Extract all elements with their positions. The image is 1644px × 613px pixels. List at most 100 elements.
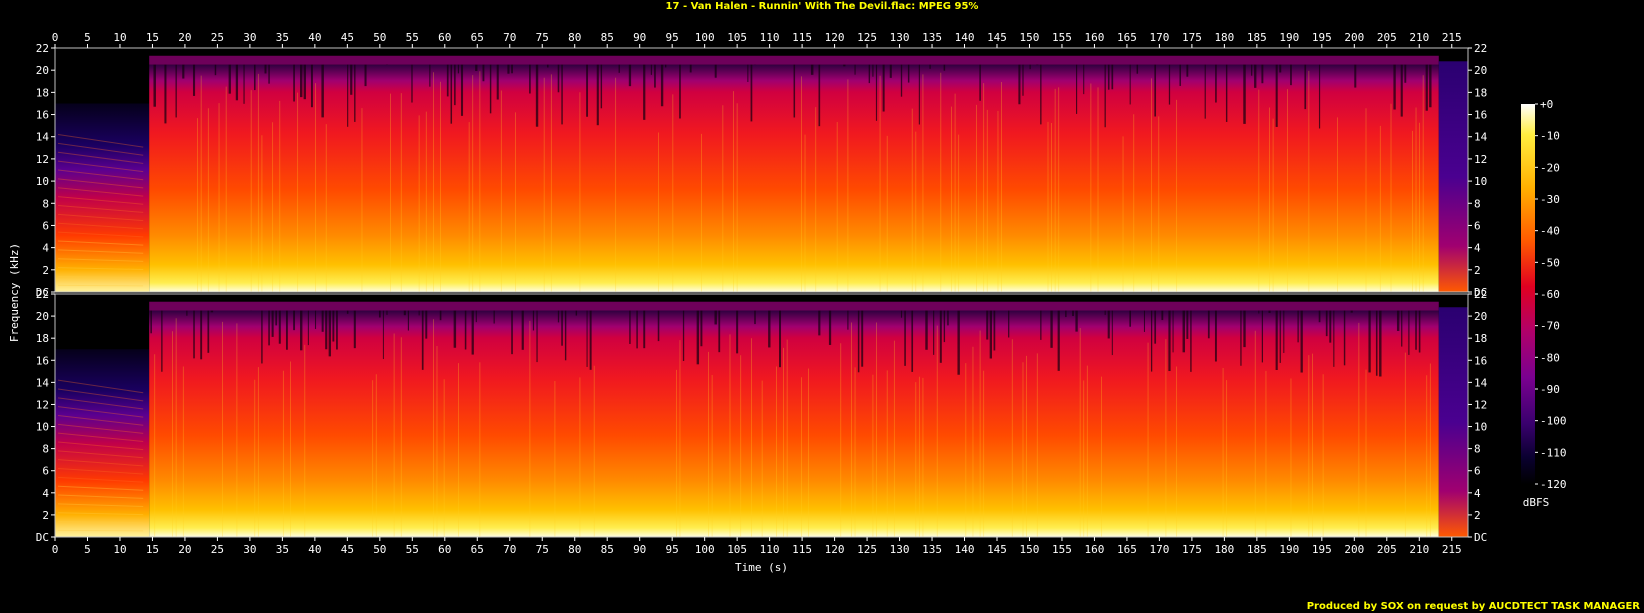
intro-harmonic [57,142,144,156]
intro-harmonic [57,494,144,499]
intro-harmonic [57,134,144,148]
x-tick-label-top: 205 [1377,31,1397,44]
intro-harmonic [57,441,144,451]
spectral-texture [153,64,1432,292]
x-tick-label-top: 10 [113,31,126,44]
intro-harmonic [57,423,144,434]
x-tick-label-top: 45 [341,31,354,44]
x-tick-label-bottom: 155 [1052,543,1072,556]
fadeout-segment [1438,307,1468,537]
x-tick-label-top: 115 [792,31,812,44]
x-tick-label-bottom: 190 [1279,543,1299,556]
y-tick-label-left: 12 [36,398,49,411]
x-tick-label-top: 55 [406,31,419,44]
x-tick-label-bottom: 0 [52,543,59,556]
x-tick-label-bottom: 135 [922,543,942,556]
intro-segment [55,103,150,292]
y-tick-label-left: 10 [36,421,49,434]
x-tick-label-top: 85 [601,31,614,44]
x-tick-label-bottom: 30 [243,543,256,556]
y-tick-label-right: DC [1474,286,1487,299]
y-tick-label-right: 6 [1474,219,1481,232]
x-tick-label-top: 110 [760,31,780,44]
channel-frame [54,293,1469,538]
y-tick-label-right: 4 [1474,242,1481,255]
y-tick-label-left: 22 [36,42,49,55]
colorbar-tick-label: -50 [1540,256,1560,269]
y-tick-label-left: 16 [36,109,49,122]
y-tick-label-left: 14 [36,131,50,144]
intro-harmonic [57,222,144,230]
intro-harmonic [57,459,144,467]
intro-harmonic [57,258,144,262]
colorbar-tick-label: -40 [1540,225,1560,238]
spectrogram-channel-2 [54,293,1469,538]
x-tick-label-bottom: 110 [760,543,780,556]
x-tick-label-bottom: 180 [1214,543,1234,556]
chart-title: 17 - Van Halen - Runnin' With The Devil.… [665,1,979,12]
intro-harmonic [57,160,144,173]
y-tick-label-right: 2 [1474,264,1481,277]
x-tick-label-top: 50 [373,31,386,44]
x-tick-label-bottom: 45 [341,543,354,556]
x-tick-label-bottom: 215 [1442,543,1462,556]
intro-harmonic [57,213,144,222]
intro-harmonic [57,240,144,246]
y-tick-label-left: 12 [36,153,49,166]
x-tick-label-bottom: 65 [471,543,484,556]
intro-harmonic [57,397,144,410]
y-tick-label-right: 14 [1474,376,1488,389]
x-tick-label-bottom: 115 [792,543,812,556]
x-tick-label-bottom: 35 [276,543,289,556]
x-tick-label-bottom: 160 [1085,543,1105,556]
x-tick-label-top: 150 [1020,31,1040,44]
colorbar [1521,104,1535,484]
y-tick-label-right: 12 [1474,398,1487,411]
colorbar-tick-label: -70 [1540,320,1560,333]
y-tick-label-right: 6 [1474,465,1481,478]
y-tick-label-left: 8 [42,197,49,210]
x-tick-label-top: 105 [727,31,747,44]
x-tick-label-top: 170 [1149,31,1169,44]
x-tick-label-bottom: 55 [406,543,419,556]
intro-harmonic [57,432,144,442]
x-tick-label-top: 15 [146,31,159,44]
x-tick-label-top: 75 [536,31,549,44]
x-tick-label-top: 215 [1442,31,1462,44]
intro-harmonic [57,231,144,238]
intro-harmonic [57,275,144,279]
main-segment [149,310,1439,537]
x-tick-label-bottom: 175 [1182,543,1202,556]
credit-text: Produced by SOX on request by AUCDTECT T… [1306,601,1640,612]
x-tick-label-top: 210 [1409,31,1429,44]
y-tick-label-left: 10 [36,175,49,188]
intro-harmonic [57,521,144,524]
y-tick-label-right: 22 [1474,288,1487,301]
y-tick-label-left: 2 [42,264,49,277]
y-tick-label-right: 4 [1474,487,1481,500]
intro-harmonic [57,388,144,402]
x-tick-label-bottom: 50 [373,543,386,556]
x-tick-label-bottom: 165 [1117,543,1137,556]
x-tick-label-top: 40 [308,31,321,44]
x-tick-label-bottom: 195 [1312,543,1332,556]
intro-harmonic [57,267,144,271]
y-tick-label-right: 16 [1474,109,1487,122]
y-tick-label-left: 2 [42,509,49,522]
y-tick-label-left: DC [36,286,49,299]
x-tick-label-bottom: 205 [1377,543,1397,556]
x-tick-label-bottom: 170 [1149,543,1169,556]
x-tick-label-bottom: 120 [825,543,845,556]
intro-harmonic [57,485,144,491]
spectral-texture [150,310,1431,537]
x-tick-label-top: 175 [1182,31,1202,44]
x-tick-label-top: 20 [178,31,191,44]
y-tick-label-right: 12 [1474,153,1487,166]
x-tick-label-bottom: 150 [1020,543,1040,556]
x-tick-label-bottom: 95 [666,543,679,556]
x-tick-label-bottom: 80 [568,543,581,556]
intro-harmonic [57,529,144,532]
x-tick-label-bottom: 125 [857,543,877,556]
x-tick-label-top: 130 [890,31,910,44]
channel-frame [54,47,1469,293]
